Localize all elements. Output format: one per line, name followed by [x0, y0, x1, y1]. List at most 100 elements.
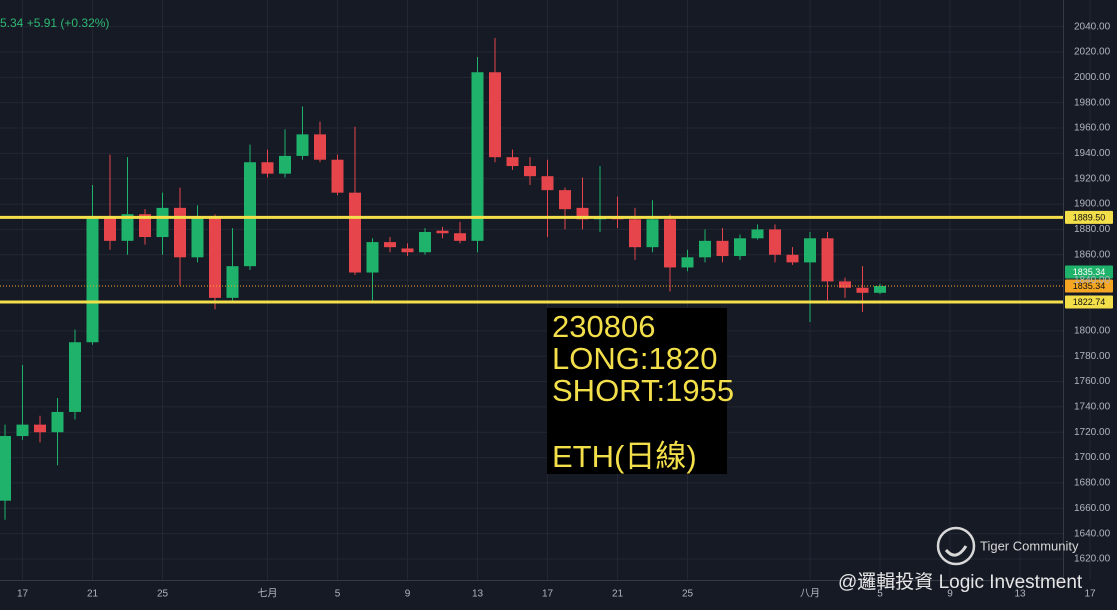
x-tick-label: 9 [405, 589, 411, 600]
candle-body [769, 229, 781, 255]
candle-body [541, 176, 554, 191]
candle-body [51, 411, 64, 433]
candle-body [489, 72, 501, 158]
annotation-line: ETH(日線) [552, 439, 697, 474]
y-tick-label: 1980.00 [1074, 97, 1111, 108]
y-tick-label: 2020.00 [1074, 47, 1111, 58]
y-tick-label: 1900.00 [1074, 199, 1111, 210]
y-tick-label: 1660.00 [1074, 503, 1111, 514]
candle-body [331, 159, 344, 193]
candle-body [104, 216, 116, 241]
candle-body [681, 257, 694, 268]
x-tick-label: 13 [472, 589, 484, 600]
candle-body [576, 207, 589, 220]
candle-body [629, 219, 641, 248]
logo [936, 526, 976, 566]
candle-body [751, 229, 764, 239]
y-tick-label: 1780.00 [1074, 351, 1111, 362]
candle-body [139, 214, 151, 238]
price-label-box [1065, 210, 1113, 224]
candle-body [471, 72, 484, 241]
x-tick-label: 七月 [258, 588, 278, 600]
candle-body [401, 248, 414, 253]
candle-body [121, 214, 134, 241]
candle-body [314, 134, 326, 160]
candle-body [296, 134, 309, 156]
candle-body [874, 286, 886, 293]
y-tick-label: 1860.00 [1074, 249, 1111, 260]
y-tick-label: 1880.00 [1074, 224, 1111, 235]
candle-body [174, 207, 186, 258]
candle-body [839, 281, 851, 288]
candle-body [244, 162, 256, 267]
header-quote: 5.34 +5.91 (+0.32%) [0, 16, 109, 30]
candles [0, 38, 886, 520]
candle-body [559, 190, 571, 210]
price-label: 1822.74 [1073, 297, 1106, 307]
x-tick-label: 9 [947, 589, 953, 600]
x-tick-label: 13 [1014, 589, 1026, 600]
candle-body [419, 231, 431, 253]
x-tick-label: 21 [87, 589, 99, 600]
y-tick-label: 1720.00 [1074, 427, 1111, 438]
candle-body [209, 218, 221, 298]
x-tick-label: 17 [17, 589, 29, 600]
candle-body [261, 162, 274, 174]
candle-body [16, 424, 29, 437]
price-label: 1835.34 [1073, 281, 1106, 291]
candle-body [856, 287, 869, 293]
x-tick-label: 17 [542, 589, 554, 600]
logo-mark [944, 545, 968, 557]
y-tick-label: 1740.00 [1074, 402, 1111, 413]
candle-body [454, 233, 466, 241]
candle-body [716, 240, 729, 257]
y-tick-label: 1920.00 [1074, 173, 1111, 184]
y-tick-label: 2040.00 [1074, 21, 1111, 32]
candle-body [506, 157, 519, 167]
candle-body [366, 242, 379, 273]
y-tick-label: 1800.00 [1074, 325, 1111, 336]
x-tick-label: 5 [877, 589, 883, 600]
levels: 1889.50 1835.34 1835.34 1822.74 [0, 210, 1113, 309]
candle-body [191, 218, 204, 258]
x-tick-label: 八月 [800, 588, 820, 600]
x-tick-label: 17 [1084, 589, 1096, 600]
candle-body [804, 238, 816, 263]
x-tick-label: 5 [335, 589, 341, 600]
price-label: 1835.34 [1073, 267, 1106, 277]
price-label-box [1065, 295, 1113, 309]
candle-body [384, 242, 396, 248]
annotation-box [547, 308, 727, 474]
price-label-box [1065, 265, 1113, 279]
candle-body [0, 436, 11, 501]
candle-body [821, 238, 834, 282]
candle-body [349, 192, 361, 273]
candle-body [86, 216, 99, 343]
candle-body [156, 207, 169, 238]
y-tick-label: 1620.00 [1074, 554, 1111, 565]
candle-body [524, 166, 536, 177]
y-tick-label: 1960.00 [1074, 123, 1111, 134]
watermark-author: @邏輯投資 Logic Investment [838, 571, 1083, 593]
price-label-box [1065, 279, 1113, 293]
y-tick-label: 1640.00 [1074, 528, 1111, 539]
candle-body [279, 155, 291, 174]
watermark-logo-text: Tiger Community [980, 538, 1079, 553]
candle-body [34, 424, 46, 433]
y-tick-label: 1700.00 [1074, 452, 1111, 463]
candle-body [786, 254, 799, 263]
candle-body [226, 266, 239, 298]
candle-body [646, 219, 659, 248]
y-tick-label: 2000.00 [1074, 72, 1111, 83]
y-tick-label: 1940.00 [1074, 148, 1111, 159]
x-tick-label: 25 [157, 589, 169, 600]
x-tick-label: 25 [682, 589, 694, 600]
annotation-line: LONG:1820 [552, 341, 717, 376]
y-tick-label: 1680.00 [1074, 478, 1111, 489]
price-label: 1889.50 [1073, 212, 1106, 222]
candle-body [436, 230, 449, 234]
candle-body [734, 238, 746, 257]
y-tick-label: 1760.00 [1074, 376, 1111, 387]
